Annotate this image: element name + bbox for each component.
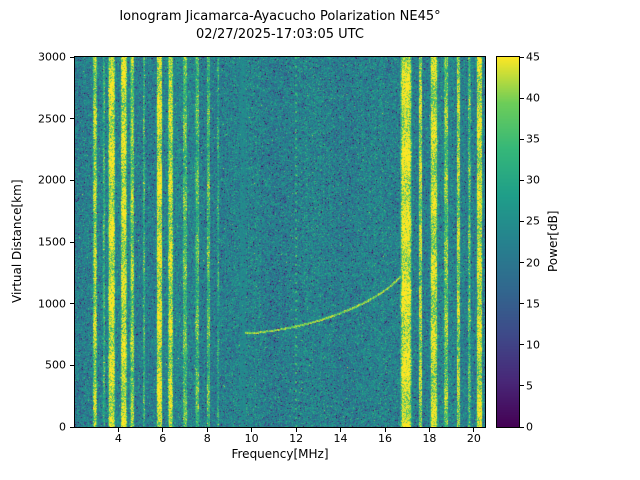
colorbar-tick-label: 20: [526, 256, 540, 270]
x-tick-label: 6: [159, 432, 167, 445]
colorbar-tick-mark: [520, 303, 524, 305]
colorbar: [496, 56, 520, 428]
ionogram-heatmap: [75, 57, 485, 427]
y-tick-mark: [70, 303, 74, 305]
colorbar-tick-mark: [520, 56, 524, 58]
x-tick-label: 8: [203, 432, 211, 445]
colorbar-tick-label: 30: [526, 173, 540, 187]
colorbar-label: Power[dB]: [546, 210, 560, 272]
colorbar-tick-mark: [520, 262, 524, 264]
colorbar-tick-label: 25: [526, 214, 540, 228]
colorbar-gradient: [497, 57, 519, 427]
colorbar-tick-label: 45: [526, 50, 540, 64]
x-tick-mark: [206, 428, 208, 432]
y-tick-label: 0: [59, 420, 66, 434]
colorbar-tick-mark: [520, 220, 524, 222]
colorbar-tick-mark: [520, 426, 524, 428]
x-tick-label: 4: [114, 432, 122, 445]
x-tick-label: 16: [378, 432, 392, 445]
y-tick-label: 3000: [38, 50, 66, 64]
y-tick-label: 2500: [38, 112, 66, 126]
x-tick-mark: [473, 428, 475, 432]
y-tick-mark: [70, 426, 74, 428]
colorbar-tick-label: 40: [526, 91, 540, 105]
y-tick-mark: [70, 56, 74, 58]
colorbar-tick-mark: [520, 385, 524, 387]
colorbar-tick-label: 15: [526, 297, 540, 311]
x-tick-label: 14: [333, 432, 348, 445]
x-tick-label: 12: [289, 432, 304, 445]
x-tick-mark: [295, 428, 297, 432]
colorbar-tick-mark: [520, 97, 524, 99]
y-tick-mark: [70, 364, 74, 366]
chart-subtitle: 02/27/2025-17:03:05 UTC: [196, 27, 364, 42]
y-tick-mark: [70, 179, 74, 181]
plot-area: [74, 56, 486, 428]
x-tick-label: 18: [422, 432, 437, 445]
colorbar-tick-label: 5: [526, 379, 533, 393]
y-tick-label: 500: [45, 358, 66, 372]
x-tick-mark: [251, 428, 253, 432]
y-tick-mark: [70, 241, 74, 243]
chart-title: Ionogram Jicamarca-Ayacucho Polarization…: [119, 9, 441, 24]
colorbar-tick-label: 35: [526, 132, 540, 146]
y-tick-label: 1000: [38, 297, 66, 311]
x-tick-mark: [340, 428, 342, 432]
colorbar-tick-mark: [520, 179, 524, 181]
x-tick-mark: [117, 428, 119, 432]
colorbar-tick-mark: [520, 344, 524, 346]
x-tick-mark: [384, 428, 386, 432]
x-axis-label: Frequency[MHz]: [231, 447, 329, 461]
colorbar-tick-mark: [520, 138, 524, 140]
y-tick-label: 1500: [38, 235, 66, 249]
x-tick-label: 20: [466, 432, 481, 445]
y-tick-mark: [70, 118, 74, 120]
x-tick-label: 10: [244, 432, 259, 445]
x-tick-mark: [428, 428, 430, 432]
colorbar-tick-label: 0: [526, 420, 533, 434]
colorbar-tick-label: 10: [526, 338, 540, 352]
x-tick-mark: [162, 428, 164, 432]
y-tick-label: 2000: [38, 173, 66, 187]
